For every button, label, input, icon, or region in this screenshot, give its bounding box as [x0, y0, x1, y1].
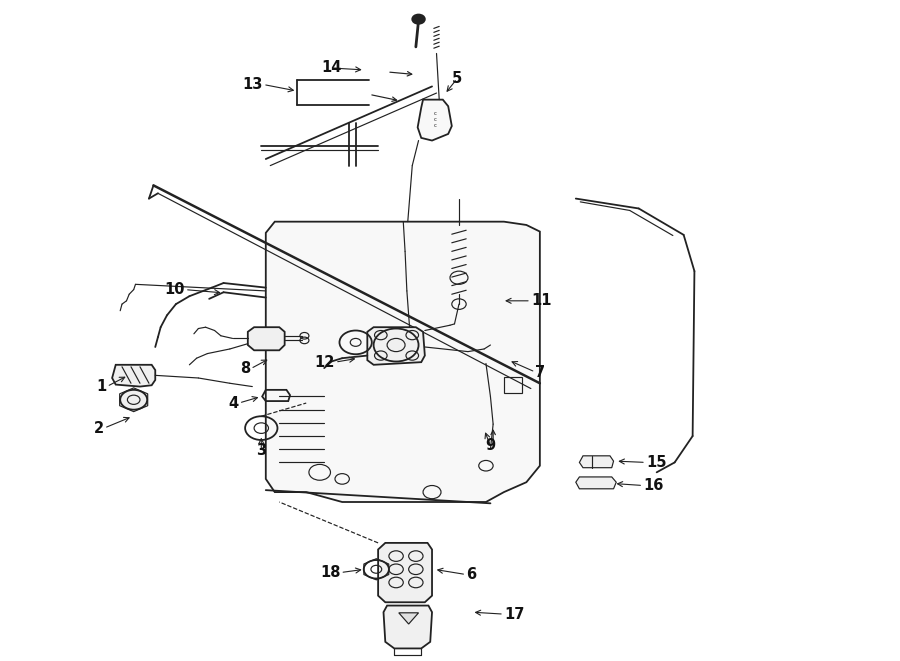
Text: 6: 6 — [466, 567, 476, 582]
Text: 16: 16 — [644, 478, 663, 493]
Text: 3: 3 — [256, 443, 266, 458]
Polygon shape — [418, 100, 452, 141]
Text: 8: 8 — [240, 362, 250, 376]
Circle shape — [121, 390, 148, 410]
Text: 10: 10 — [165, 282, 184, 297]
Polygon shape — [399, 613, 418, 624]
Text: 2: 2 — [94, 420, 104, 436]
Text: 7: 7 — [536, 365, 545, 379]
Text: 1: 1 — [96, 379, 107, 394]
Polygon shape — [383, 605, 432, 648]
Text: 9: 9 — [485, 438, 496, 453]
Polygon shape — [367, 327, 425, 365]
Polygon shape — [248, 327, 284, 350]
Text: c
c
c: c c c — [434, 111, 437, 128]
Polygon shape — [266, 221, 540, 502]
Text: 12: 12 — [315, 355, 335, 369]
Text: 13: 13 — [243, 77, 263, 92]
Polygon shape — [580, 456, 614, 468]
Text: 5: 5 — [452, 71, 463, 86]
Polygon shape — [378, 543, 432, 602]
Polygon shape — [576, 477, 616, 488]
Polygon shape — [112, 365, 156, 387]
Circle shape — [412, 15, 425, 24]
Text: 15: 15 — [646, 455, 666, 470]
Text: 11: 11 — [531, 293, 552, 308]
Text: 4: 4 — [229, 395, 238, 410]
Text: 17: 17 — [504, 607, 525, 621]
Text: 14: 14 — [321, 60, 342, 75]
Text: 18: 18 — [320, 565, 340, 580]
